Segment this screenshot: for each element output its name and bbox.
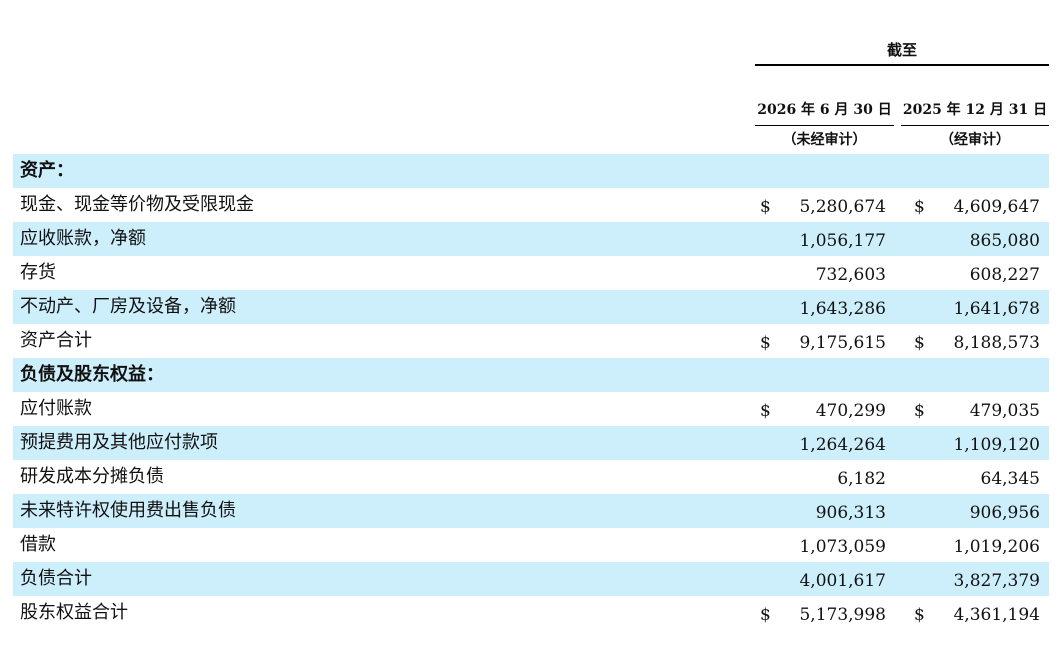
row-label: 现金、现金等价物及受限现金 — [20, 194, 254, 215]
value-2025: 608,227 — [969, 265, 1040, 285]
value-2025: 479,035 — [969, 401, 1040, 421]
dollar-sign-2025: $ — [914, 605, 925, 625]
table-row: 不动产、厂房及设备，净额 1,643,286 1,641,678 — [13, 290, 1049, 324]
value-2025: 3,827,379 — [953, 571, 1040, 591]
row-label: 应付账款 — [20, 398, 92, 419]
value-2025: 8,188,573 — [953, 333, 1040, 353]
row-label: 资产： — [20, 160, 74, 181]
dollar-sign-2025: $ — [914, 401, 925, 421]
row-label: 资产合计 — [20, 330, 92, 351]
dollar-sign-2025: $ — [914, 333, 925, 353]
value-2026: 5,173,998 — [799, 605, 886, 625]
value-2026: 470,299 — [815, 401, 886, 421]
row-label: 预提费用及其他应付款项 — [20, 432, 218, 453]
value-2026: 906,313 — [815, 503, 886, 523]
row-label: 存货 — [20, 262, 56, 283]
row-label: 研发成本分摊负债 — [20, 466, 164, 487]
value-2026: 1,056,177 — [799, 231, 886, 251]
value-2026: 1,643,286 — [799, 299, 886, 319]
value-2026: 1,073,059 — [799, 537, 886, 557]
as-of-header: 截至 — [755, 38, 1049, 66]
row-label: 负债及股东权益： — [20, 364, 164, 385]
balance-sheet-table: 资产： 现金、现金等价物及受限现金 $5,280,674 $4,609,647 应收账款… — [13, 154, 1049, 630]
section-header-row: 资产： — [13, 154, 1049, 188]
dollar-sign-2026: $ — [760, 333, 771, 353]
dollar-sign-2026: $ — [760, 401, 771, 421]
column-date-2025: 2025 年 12 月 31 日 — [901, 96, 1049, 126]
row-label: 借款 — [20, 534, 56, 555]
column-note-unaudited: （未经审计） — [782, 132, 867, 148]
value-2025: 64,345 — [980, 469, 1040, 489]
table-row: 借款 1,073,059 1,019,206 — [13, 528, 1049, 562]
value-2026: 9,175,615 — [799, 333, 886, 353]
value-2025: 1,019,206 — [953, 537, 1040, 557]
table-row: 现金、现金等价物及受限现金 $5,280,674 $4,609,647 — [13, 188, 1049, 222]
section-header-row: 负债及股东权益： — [13, 358, 1049, 392]
table-row: 应收账款，净额 1,056,177 865,080 — [13, 222, 1049, 256]
table-row: 预提费用及其他应付款项 1,264,264 1,109,120 — [13, 426, 1049, 460]
table-row: 应付账款 $470,299 $479,035 — [13, 392, 1049, 426]
value-2026: 732,603 — [815, 265, 886, 285]
dollar-sign-2026: $ — [760, 605, 771, 625]
row-label: 不动产、厂房及设备，净额 — [20, 296, 236, 317]
value-2025: 865,080 — [969, 231, 1040, 251]
table-row: 股东权益合计 $5,173,998 $4,361,194 — [13, 596, 1049, 630]
table-row: 研发成本分摊负债 6,182 64,345 — [13, 460, 1049, 494]
value-2025: 1,641,678 — [953, 299, 1040, 319]
row-label: 应收账款，净额 — [20, 228, 146, 249]
value-2026: 6,182 — [837, 469, 886, 489]
column-date-2026: 2026 年 6 月 30 日 — [755, 96, 894, 126]
value-2025: 1,109,120 — [953, 435, 1040, 455]
value-2026: 5,280,674 — [799, 197, 886, 217]
table-row: 未来特许权使用费出售负债 906,313 906,956 — [13, 494, 1049, 528]
row-label: 未来特许权使用费出售负债 — [20, 500, 236, 521]
value-2025: 906,956 — [969, 503, 1040, 523]
value-2026: 4,001,617 — [799, 571, 886, 591]
column-header-2026: 2026 年 6 月 30 日 （未经审计） — [755, 96, 894, 154]
value-2026: 1,264,264 — [799, 435, 886, 455]
value-2025: 4,609,647 — [953, 197, 1040, 217]
dollar-sign-2026: $ — [760, 197, 771, 217]
row-label: 股东权益合计 — [20, 602, 128, 623]
column-header-2025: 2025 年 12 月 31 日 （经审计） — [901, 96, 1049, 154]
dollar-sign-2025: $ — [914, 197, 925, 217]
table-row: 资产合计 $9,175,615 $8,188,573 — [13, 324, 1049, 358]
table-row: 负债合计 4,001,617 3,827,379 — [13, 562, 1049, 596]
value-2025: 4,361,194 — [953, 605, 1040, 625]
column-note-audited: （经审计） — [940, 132, 1010, 148]
row-label: 负债合计 — [20, 568, 92, 589]
table-row: 存货 732,603 608,227 — [13, 256, 1049, 290]
